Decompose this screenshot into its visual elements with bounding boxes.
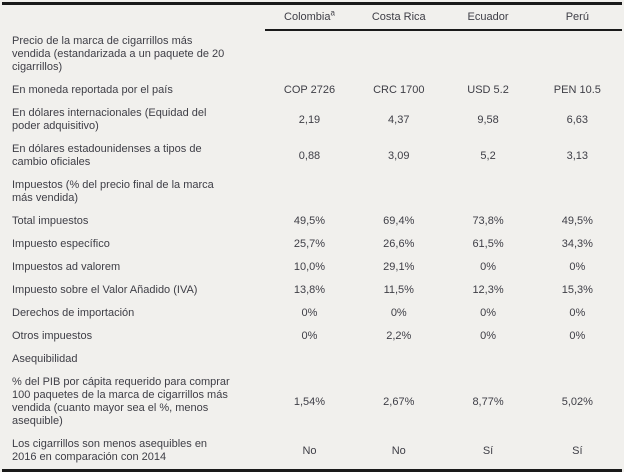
column-header-costa-rica: Costa Rica (354, 3, 444, 31)
table-body: Precio de la marca de cigarrillos más ve… (2, 30, 622, 471)
table-row: % del PIB por cápita requerido para comp… (2, 371, 622, 433)
row-label: En dólares estadounidenses a tipos de ca… (12, 143, 202, 168)
row-value: 73,8% (472, 215, 504, 227)
row-value: 8,77% (472, 395, 504, 408)
row-value: 2,67% (383, 395, 415, 408)
table-row: Impuestos ad valorem 10,0% 29,1% 0% 0% (2, 256, 622, 279)
row-value: 10,0% (293, 261, 326, 273)
row-label: Asequibilidad (12, 353, 78, 365)
table-row: Los cigarrillos son menos asequibles en … (2, 433, 622, 471)
row-value: 13,8% (293, 284, 326, 296)
row-value (354, 30, 443, 79)
row-value: USD 5.2 (467, 84, 509, 96)
row-value: 5,02% (561, 395, 593, 408)
empty-corner-cell (2, 4, 265, 31)
row-value: COP 2726 (283, 84, 336, 96)
row-value: 49,5% (293, 215, 326, 227)
row-value: 69,4% (383, 215, 415, 227)
row-value: 4,37 (388, 113, 410, 126)
row-value: 49,5% (561, 215, 593, 227)
table-row: En moneda reportada por el país COP 2726 C… (2, 79, 622, 102)
column-header-label: Perú (565, 11, 589, 23)
row-value: 0,88 (298, 149, 321, 162)
row-value: 0% (569, 307, 586, 319)
table-row: Total impuestos 49,5% 69,4% 73,8% 49,5% (2, 210, 622, 233)
row-label: Derechos de importación (12, 307, 135, 319)
row-value: 3,13 (566, 149, 589, 162)
table-header: Colombiaa Costa Rica Ecuador Perú (2, 3, 622, 31)
row-value: 0% (390, 307, 407, 319)
row-label: Impuestos (% del precio final de la marc… (12, 179, 214, 204)
row-value: 3,09 (388, 149, 410, 162)
row-label: Los cigarrillos son menos asequibles en … (12, 438, 208, 463)
row-value: 15,3% (561, 284, 593, 296)
row-value: 0% (569, 330, 586, 342)
table-row: En dólares internacionales (Equidad del … (2, 102, 622, 138)
row-label: Impuestos ad valorem (12, 261, 121, 273)
row-value: 11,5% (383, 284, 414, 296)
row-value (265, 30, 354, 79)
row-value: 12,3% (472, 284, 504, 296)
table-row: Precio de la marca de cigarrillos más ve… (2, 30, 622, 79)
row-value: 25,7% (293, 238, 326, 250)
row-value: 0% (480, 307, 496, 319)
row-value: 0% (569, 261, 586, 273)
column-header-perú: Perú (532, 3, 622, 31)
row-value: No (391, 444, 406, 457)
row-value: No (302, 444, 317, 457)
table-row: Otros impuestos 0% 2,2% 0% 0% (2, 325, 622, 348)
row-value: 0% (301, 307, 318, 319)
table-row: Asequibilidad (2, 348, 622, 371)
row-value (533, 30, 622, 79)
row-label: Total impuestos (12, 215, 89, 227)
row-label: Impuesto sobre el Valor Añadido (IVA) (12, 284, 198, 296)
column-header-colombia: Colombiaa (264, 3, 355, 31)
row-value (533, 174, 622, 210)
row-label: Precio de la marca de cigarrillos más ve… (12, 35, 225, 73)
row-value: 2,2% (386, 330, 412, 342)
column-header-label: Ecuador (467, 11, 509, 23)
column-header-label: Costa Rica (371, 11, 426, 23)
row-value (354, 174, 443, 210)
row-value (443, 30, 532, 79)
row-value: Sí (482, 444, 494, 457)
table-row: Derechos de importación 0% 0% 0% 0% (2, 302, 622, 325)
table-row: Impuesto específico 25,7% 26,6% 61,5% 34,3% (2, 233, 622, 256)
row-label: En moneda reportada por el país (12, 84, 173, 96)
row-value (443, 348, 532, 371)
table-row: Impuestos (% del precio final de la marc… (2, 174, 622, 210)
row-label: En dólares internacionales (Equidad del … (12, 107, 207, 132)
row-value: 34,3% (561, 238, 593, 250)
row-label: Impuesto específico (12, 238, 110, 250)
table-row: Impuesto sobre el Valor Añadido (IVA) 13,… (2, 279, 622, 302)
row-value: 61,5% (472, 238, 504, 250)
row-value: Sí (572, 444, 583, 457)
row-value (354, 348, 443, 371)
column-header-ecuador: Ecuador (443, 3, 533, 31)
row-value: 9,58 (477, 113, 499, 126)
row-label: % del PIB por cápita requerido para comp… (12, 376, 230, 427)
row-value: 0% (301, 330, 318, 342)
column-header-footnote-marker: a (330, 8, 335, 18)
row-value: 0% (480, 261, 496, 273)
row-value: 2,19 (298, 113, 321, 126)
row-value: PEN 10.5 (553, 84, 601, 96)
header-row: Colombiaa Costa Rica Ecuador Perú (2, 3, 622, 31)
row-value: 1,54% (293, 395, 326, 408)
row-value: CRC 1700 (373, 84, 425, 96)
table-row: En dólares estadounidenses a tipos de ca… (2, 138, 622, 174)
row-value: 6,63 (566, 113, 589, 126)
column-header-label: Colombia (284, 11, 331, 23)
row-value (265, 174, 354, 210)
row-value (443, 174, 532, 210)
row-value: 26,6% (383, 238, 415, 250)
row-value: 0% (480, 330, 496, 342)
row-value: 29,1% (383, 261, 415, 273)
row-value: 5,2 (480, 149, 496, 162)
row-label: Otros impuestos (12, 330, 93, 342)
row-value (533, 348, 622, 371)
row-value (265, 348, 354, 371)
